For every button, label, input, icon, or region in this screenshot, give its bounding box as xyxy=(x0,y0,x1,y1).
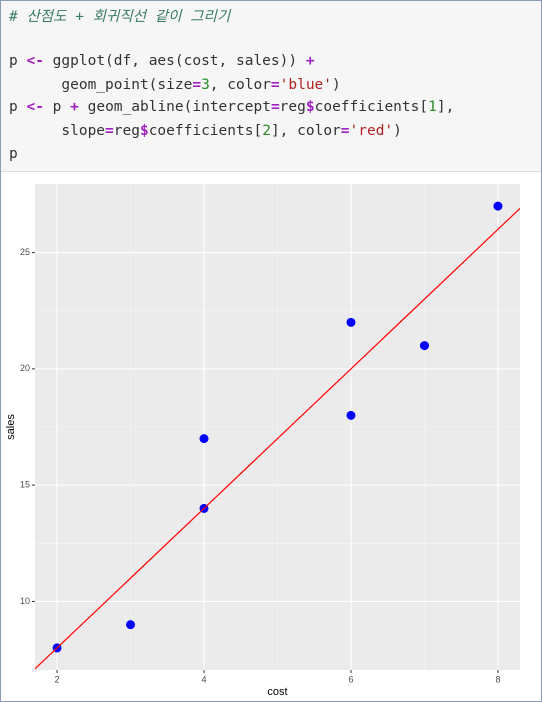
point xyxy=(346,410,356,420)
y-tick-label: 15 xyxy=(20,480,30,490)
code-line: p <- p + geom_abline(intercept=reg$coeff… xyxy=(9,99,455,115)
regression-line xyxy=(35,207,520,670)
x-tick-label: 6 xyxy=(348,674,353,684)
y-tick-label: 25 xyxy=(20,247,30,257)
point xyxy=(126,620,136,630)
code-line: slope=reg$coefficients[2], color='red') xyxy=(9,123,402,139)
x-tick-label: 4 xyxy=(202,674,207,684)
chart: 2 4 6 8 10 15 20 25 cost sales xyxy=(5,184,520,698)
point xyxy=(493,201,503,211)
x-tick-label: 8 xyxy=(495,674,500,684)
code-block: # 산점도 + 회귀직선 같이 그리기 p <- ggplot(df, aes(c… xyxy=(1,1,541,172)
x-axis-title: cost xyxy=(267,686,287,698)
y-tick-label: 20 xyxy=(20,363,30,373)
code-line: geom_point(size=3, color='blue') xyxy=(9,77,341,93)
point xyxy=(199,434,209,444)
y-tick-label: 10 xyxy=(20,596,30,606)
point xyxy=(419,341,429,351)
code-line: p xyxy=(9,146,18,162)
code-line: p <- ggplot(df, aes(cost, sales)) + xyxy=(9,53,315,69)
code-line: # 산점도 + 회귀직선 같이 그리기 xyxy=(9,9,231,25)
x-tick-label: 2 xyxy=(55,674,60,684)
y-axis-title: sales xyxy=(5,414,17,440)
point xyxy=(346,317,356,327)
